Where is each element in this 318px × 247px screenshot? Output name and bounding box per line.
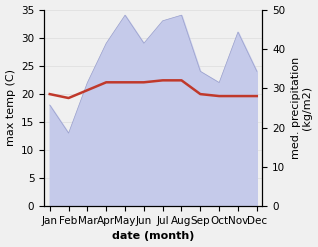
X-axis label: date (month): date (month): [112, 231, 194, 242]
Y-axis label: med. precipitation
(kg/m2): med. precipitation (kg/m2): [291, 57, 313, 159]
Y-axis label: max temp (C): max temp (C): [5, 69, 16, 146]
